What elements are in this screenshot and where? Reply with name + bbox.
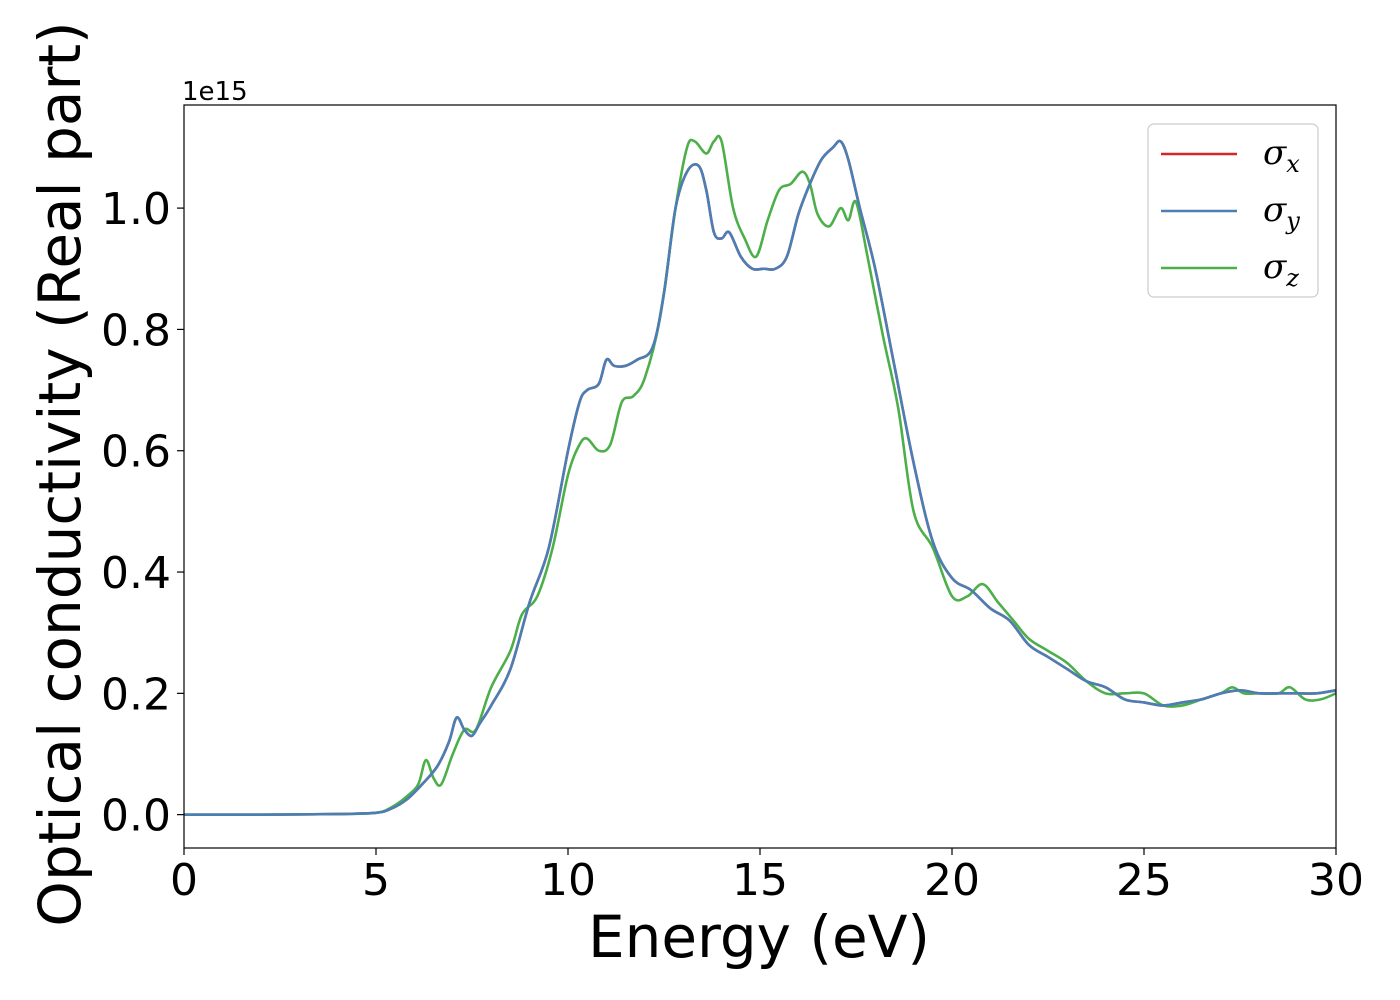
y-axis-title: Optical conductivity (Real part)	[26, 21, 94, 926]
x-tick-label: 25	[1116, 855, 1172, 906]
legend-label-sigma-y: σy	[1263, 190, 1300, 235]
x-tick-label: 30	[1308, 855, 1364, 906]
y-tick-label: 1.0	[101, 184, 171, 235]
x-tick-label: 15	[732, 855, 788, 906]
x-tick-label: 5	[362, 855, 390, 906]
legend-label-sigma-x: σx	[1263, 133, 1300, 178]
y-axis-offset-label: 1e15	[182, 77, 248, 107]
y-tick-label: 0.6	[101, 427, 171, 478]
y-tick-label: 0.8	[101, 305, 171, 356]
x-tick-label: 20	[924, 855, 980, 906]
legend-label-sigma-z: σz	[1263, 247, 1299, 292]
series-line-sigma-y	[184, 139, 1336, 816]
x-tick-label: 0	[170, 855, 198, 906]
y-tick-label: 0.0	[101, 791, 171, 842]
x-axis-title: Energy (eV)	[588, 903, 930, 971]
y-tick-label: 0.4	[101, 548, 171, 599]
series-line-sigma-z	[184, 134, 1336, 816]
series-lines	[184, 134, 1336, 816]
x-tick-label: 10	[540, 855, 596, 906]
axes: 0 5 10 15 20 25 30 0.0 0.2 0.4 0.6 0.8 1.0	[101, 104, 1364, 906]
legend: σx σy σz	[1147, 123, 1319, 298]
y-tick-label: 0.2	[101, 669, 171, 720]
